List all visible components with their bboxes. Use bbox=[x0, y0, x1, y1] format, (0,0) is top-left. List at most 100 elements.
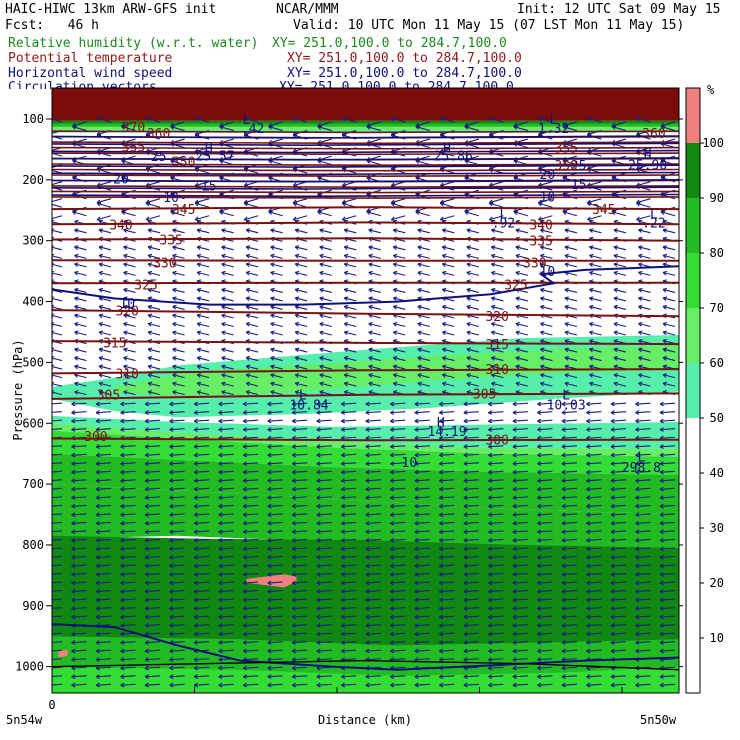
wind-vector bbox=[463, 513, 479, 516]
wind-vector-head bbox=[47, 683, 51, 687]
wind-vector bbox=[466, 271, 479, 276]
wind-vector bbox=[515, 297, 529, 302]
wind-vector-head bbox=[512, 580, 517, 586]
wind-vector bbox=[246, 271, 259, 276]
wind-vector-head bbox=[193, 682, 198, 688]
wind-vector bbox=[610, 632, 626, 635]
wind-vector bbox=[316, 411, 332, 414]
wind-vector-head bbox=[662, 321, 668, 327]
theta-upper-label-6: 350 bbox=[554, 159, 577, 174]
wind-vector bbox=[613, 322, 627, 328]
wind-vector-head bbox=[463, 623, 468, 628]
wind-vector-head bbox=[267, 410, 272, 415]
wind-vector-head bbox=[196, 253, 202, 259]
wind-vector bbox=[96, 470, 112, 473]
wind-vector-head bbox=[564, 228, 569, 233]
theta-contour bbox=[52, 281, 679, 285]
wind-vector bbox=[295, 348, 308, 353]
colorbar-label-3: 40 bbox=[710, 466, 724, 480]
wind-vector bbox=[589, 271, 602, 276]
wind-vector bbox=[169, 521, 185, 524]
wind-vector-head bbox=[463, 401, 468, 407]
wind-vector bbox=[316, 428, 332, 431]
wind-vector bbox=[316, 666, 332, 669]
wind-vector bbox=[368, 254, 381, 259]
wind-vector bbox=[145, 496, 161, 499]
wind-vector-head bbox=[193, 640, 198, 645]
wind-vector bbox=[365, 641, 381, 644]
wind-vector-head bbox=[392, 381, 398, 387]
wind-vector bbox=[466, 382, 479, 387]
wind-vector-head bbox=[267, 452, 272, 458]
wind-vector bbox=[147, 331, 161, 336]
wind-vector bbox=[586, 453, 602, 456]
wind-vector bbox=[515, 254, 529, 259]
wind-vector bbox=[221, 331, 234, 336]
wind-vector-head bbox=[123, 313, 128, 319]
wind-vector bbox=[74, 331, 87, 336]
wind-vector bbox=[243, 521, 259, 524]
wind-vector-head bbox=[439, 529, 444, 535]
wind-vector bbox=[316, 453, 332, 456]
wind-vector bbox=[71, 470, 87, 473]
wind-vector bbox=[417, 382, 430, 387]
wind-vector bbox=[98, 331, 112, 336]
wind-vector bbox=[246, 246, 259, 251]
wind-vector-head bbox=[417, 253, 422, 259]
wind-vector-head bbox=[635, 469, 640, 475]
wind-vector bbox=[440, 117, 455, 123]
wind-vector-head bbox=[613, 228, 618, 233]
wind-vector bbox=[610, 573, 626, 576]
wind-vector-head bbox=[71, 418, 76, 424]
wind-vector-head bbox=[98, 364, 104, 370]
wind-vector-head bbox=[47, 436, 51, 440]
wind-vector bbox=[586, 530, 602, 533]
theta-contour bbox=[52, 221, 679, 226]
wind-vector-head bbox=[368, 330, 373, 336]
wind-vector bbox=[169, 598, 185, 601]
wind-vector bbox=[610, 649, 626, 652]
wind-vector-head bbox=[365, 486, 370, 492]
wind-vector-head bbox=[463, 478, 468, 484]
wind-vector-head bbox=[193, 571, 198, 577]
x-end-left-label: 5n54w bbox=[6, 713, 43, 727]
wind-vector-head bbox=[343, 253, 349, 259]
wind-vector-head bbox=[659, 512, 664, 518]
wind-vector bbox=[390, 675, 406, 678]
wind-vector bbox=[316, 649, 332, 652]
wind-vector bbox=[221, 305, 234, 310]
wind-vector-head bbox=[242, 648, 248, 654]
wind-vector bbox=[316, 496, 332, 499]
wind-vector bbox=[145, 530, 161, 533]
wind-vector-head bbox=[561, 631, 566, 637]
wind-vector-head bbox=[365, 452, 370, 458]
wind-vector bbox=[491, 297, 504, 302]
wind-vector bbox=[561, 573, 577, 576]
wind-vector-head bbox=[218, 537, 223, 543]
wind-vector bbox=[341, 624, 357, 627]
wind-vector bbox=[610, 470, 626, 473]
wind-vector bbox=[610, 641, 626, 644]
wind-vector-head bbox=[635, 640, 640, 645]
wind-vector-head bbox=[245, 228, 251, 233]
wind-vector bbox=[538, 215, 553, 221]
wind-vector bbox=[463, 521, 479, 524]
wind-vector-head bbox=[172, 390, 177, 395]
wind-vector bbox=[292, 675, 308, 678]
wind-vector-head bbox=[169, 674, 174, 679]
wind-vector bbox=[341, 411, 357, 414]
wind-vector bbox=[196, 374, 210, 379]
wind-vector-head bbox=[47, 675, 51, 679]
wind-vector bbox=[71, 504, 87, 507]
wind-vector-head bbox=[95, 682, 100, 688]
wind-vector-head bbox=[610, 563, 615, 569]
wind-vector-head bbox=[368, 262, 373, 267]
wind-vector bbox=[344, 331, 357, 336]
surface-line bbox=[52, 659, 679, 671]
wind-vector-head bbox=[74, 245, 79, 250]
wind-vector-head bbox=[193, 512, 198, 518]
wind-vector-head bbox=[123, 390, 128, 395]
wind-vector bbox=[169, 402, 185, 405]
wind-vector-head bbox=[169, 520, 174, 526]
wind-vector bbox=[439, 402, 455, 405]
